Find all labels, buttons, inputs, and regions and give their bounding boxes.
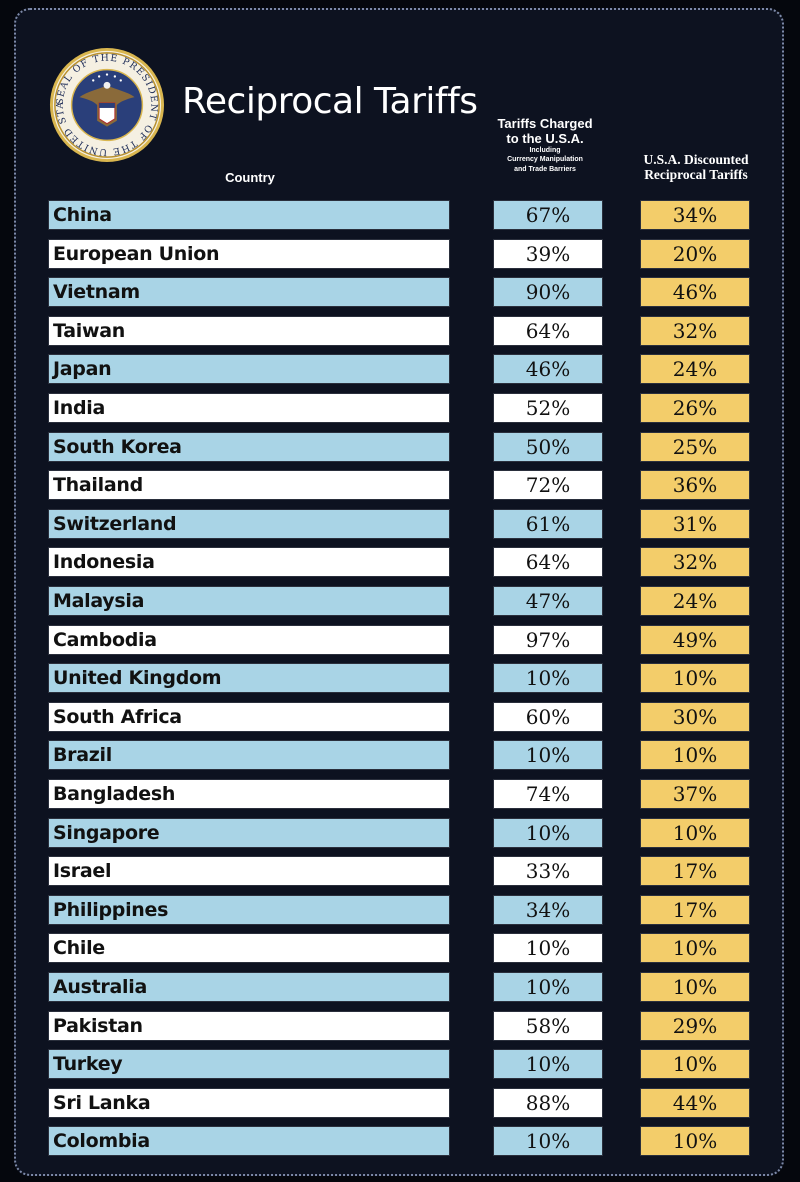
reciprocal-tariff-cell: 10% [640,740,750,770]
reciprocal-tariff-cell: 10% [640,1049,750,1079]
reciprocal-tariff-cell: 20% [640,239,750,269]
tariffs-charged-column-header: Tariffs Charged to the U.S.A. Including … [482,116,608,174]
country-cell: Pakistan [48,1011,450,1041]
country-cell: Israel [48,856,450,886]
reciprocal-tariff-cell: 17% [640,895,750,925]
reciprocal-tariff-cell: 44% [640,1088,750,1118]
country-cell: Taiwan [48,316,450,346]
tariff-charged-cell: 88% [493,1088,603,1118]
charged-header-line-2: to the U.S.A. [506,130,584,146]
tariff-charged-cell: 34% [493,895,603,925]
reciprocal-tariff-cell: 37% [640,779,750,809]
country-cell: Bangladesh [48,779,450,809]
reciprocal-tariff-cell: 24% [640,354,750,384]
reciprocal-tariff-cell: 10% [640,972,750,1002]
country-cell: Malaysia [48,586,450,616]
tariff-charged-cell: 10% [493,740,603,770]
reciprocal-tariff-cell: 10% [640,1126,750,1156]
reciprocal-tariff-cell: 24% [640,586,750,616]
tariff-charged-cell: 10% [493,663,603,693]
country-cell: European Union [48,239,450,269]
country-cell: Switzerland [48,509,450,539]
reciprocal-tariff-cell: 25% [640,432,750,462]
country-cell: Thailand [48,470,450,500]
tariff-charged-cell: 10% [493,1049,603,1079]
reciprocal-tariff-cell: 32% [640,316,750,346]
tariff-charged-cell: 61% [493,509,603,539]
country-cell: Japan [48,354,450,384]
tariff-charged-cell: 60% [493,702,603,732]
reciprocal-tariff-cell: 32% [640,547,750,577]
charged-header-note-1: Including [529,147,561,155]
country-cell: Turkey [48,1049,450,1079]
country-column-header: Country [225,170,275,185]
charged-header-note-3: and Trade Barriers [514,165,576,173]
country-cell: China [48,200,450,230]
discounted-header-line-2: Reciprocal Tariffs [644,167,748,183]
reciprocal-tariff-cell: 31% [640,509,750,539]
tariff-charged-cell: 50% [493,432,603,462]
tariff-charged-cell: 72% [493,470,603,500]
reciprocal-tariff-cell: 26% [640,393,750,423]
reciprocal-tariff-cell: 29% [640,1011,750,1041]
reciprocal-tariff-cell: 34% [640,200,750,230]
reciprocal-tariff-cell: 30% [640,702,750,732]
country-cell: Vietnam [48,277,450,307]
tariff-charged-cell: 64% [493,547,603,577]
reciprocal-tariff-cell: 36% [640,470,750,500]
country-cell: South Korea [48,432,450,462]
country-cell: Singapore [48,818,450,848]
reciprocal-tariff-cell: 17% [640,856,750,886]
tariff-charged-cell: 10% [493,1126,603,1156]
page-title: Reciprocal Tariffs [182,81,478,122]
tariff-charged-cell: 67% [493,200,603,230]
reciprocal-tariff-cell: 10% [640,933,750,963]
tariff-charged-cell: 64% [493,316,603,346]
presidential-seal-icon: SEAL OF THE PRESIDENT OF THE UNITED STAT… [48,46,165,163]
country-cell: India [48,393,450,423]
country-cell: United Kingdom [48,663,450,693]
country-cell: Australia [48,972,450,1002]
tariff-charged-cell: 74% [493,779,603,809]
tariff-charged-cell: 10% [493,933,603,963]
country-cell: South Africa [48,702,450,732]
country-cell: Indonesia [48,547,450,577]
tariff-charged-cell: 58% [493,1011,603,1041]
country-cell: Brazil [48,740,450,770]
country-cell: Chile [48,933,450,963]
charged-header-note-2: Currency Manipulation [507,156,583,164]
reciprocal-tariff-cell: 10% [640,818,750,848]
tariff-charged-cell: 90% [493,277,603,307]
reciprocal-tariff-cell: 49% [640,625,750,655]
tariff-charged-cell: 10% [493,818,603,848]
tariff-charged-cell: 52% [493,393,603,423]
reciprocal-tariff-cell: 10% [640,663,750,693]
discounted-header-line-1: U.S.A. Discounted [643,152,749,167]
country-cell: Colombia [48,1126,450,1156]
tariff-charged-cell: 46% [493,354,603,384]
country-cell: Philippines [48,895,450,925]
reciprocal-tariffs-column-header: U.S.A. Discounted Reciprocal Tariffs [620,152,772,182]
tariff-charged-cell: 33% [493,856,603,886]
tariff-charged-cell: 47% [493,586,603,616]
reciprocal-tariff-cell: 46% [640,277,750,307]
charged-header-line-1: Tariffs Charged [497,116,593,131]
tariff-charged-cell: 97% [493,625,603,655]
tariff-charged-cell: 39% [493,239,603,269]
tariff-charged-cell: 10% [493,972,603,1002]
country-cell: Sri Lanka [48,1088,450,1118]
country-cell: Cambodia [48,625,450,655]
